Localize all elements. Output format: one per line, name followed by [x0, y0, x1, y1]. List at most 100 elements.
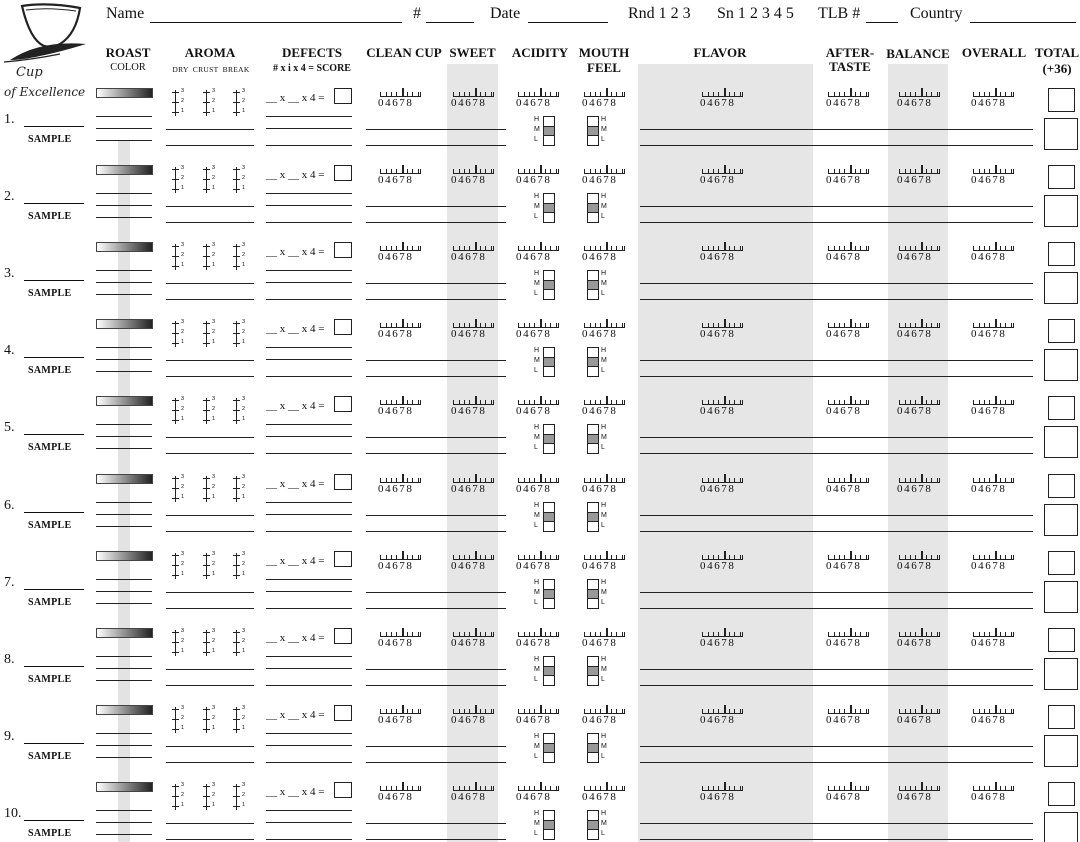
- intensity-high-cell[interactable]: [588, 580, 598, 589]
- flavor-scale[interactable]: 04678: [700, 551, 746, 573]
- acidity-intensity[interactable]: [543, 116, 555, 146]
- intensity-medium-cell[interactable]: [588, 744, 598, 753]
- intensity-medium-cell[interactable]: [588, 513, 598, 522]
- clean-cup-note-line[interactable]: [366, 283, 506, 284]
- aroma-note-line[interactable]: [166, 437, 254, 438]
- intensity-low-cell[interactable]: [544, 290, 554, 299]
- total-score-box[interactable]: [1048, 628, 1075, 652]
- sample-id-field[interactable]: [24, 434, 84, 435]
- clean-cup-note-line[interactable]: [366, 531, 506, 532]
- intensity-low-cell[interactable]: [544, 444, 554, 453]
- roast-note-line[interactable]: [96, 116, 152, 117]
- intensity-low-cell[interactable]: [588, 830, 598, 839]
- intensity-low-cell[interactable]: [544, 599, 554, 608]
- session-label[interactable]: Sn 1 2 3 4 5: [717, 5, 794, 22]
- total-score-box[interactable]: [1048, 242, 1075, 266]
- intensity-medium-cell[interactable]: [544, 435, 554, 444]
- flavor-scale[interactable]: 04678: [700, 165, 746, 187]
- flavor-note-line[interactable]: [640, 283, 1033, 284]
- clean-cup-note-line[interactable]: [366, 608, 506, 609]
- sweet-scale[interactable]: 04678: [451, 474, 497, 496]
- acidity-intensity[interactable]: [543, 270, 555, 300]
- defects-score[interactable]: __ x __ x 4 =: [266, 396, 356, 416]
- sample-id-field[interactable]: [24, 666, 84, 667]
- flavor-note-line[interactable]: [640, 206, 1033, 207]
- aroma-note-line[interactable]: [166, 592, 254, 593]
- roast-note-line[interactable]: [96, 514, 152, 515]
- overall-scale[interactable]: 04678: [971, 628, 1017, 650]
- sweet-scale[interactable]: 04678: [451, 782, 497, 804]
- acidity-scale[interactable]: 04678: [516, 782, 562, 804]
- intensity-high-cell[interactable]: [588, 657, 598, 666]
- intensity-low-cell[interactable]: [588, 290, 598, 299]
- aftertaste-scale[interactable]: 04678: [826, 782, 872, 804]
- aftertaste-scale[interactable]: 04678: [826, 165, 872, 187]
- acidity-intensity[interactable]: [543, 656, 555, 686]
- flavor-note-line[interactable]: [640, 129, 1033, 130]
- intensity-medium-cell[interactable]: [588, 204, 598, 213]
- intensity-medium-cell[interactable]: [588, 590, 598, 599]
- clean-cup-scale[interactable]: 04678: [378, 319, 424, 341]
- defects-note-line[interactable]: [266, 839, 352, 840]
- intensity-high-cell[interactable]: [588, 271, 598, 280]
- acidity-scale[interactable]: 04678: [516, 628, 562, 650]
- intensity-low-cell[interactable]: [544, 213, 554, 222]
- aftertaste-scale[interactable]: 04678: [826, 242, 872, 264]
- intensity-low-cell[interactable]: [588, 136, 598, 145]
- defects-note-line[interactable]: [266, 591, 352, 592]
- number-field[interactable]: [426, 22, 474, 23]
- roast-note-line[interactable]: [96, 680, 152, 681]
- final-score-box[interactable]: [1044, 504, 1078, 536]
- aroma-note-line[interactable]: [166, 515, 254, 516]
- mouthfeel-scale[interactable]: 04678: [582, 165, 628, 187]
- defects-score[interactable]: __ x __ x 4 =: [266, 705, 356, 725]
- acidity-intensity[interactable]: [543, 193, 555, 223]
- overall-scale[interactable]: 04678: [971, 474, 1017, 496]
- final-score-box[interactable]: [1044, 118, 1078, 150]
- acidity-intensity[interactable]: [543, 347, 555, 377]
- aroma-note-line[interactable]: [166, 129, 254, 130]
- roast-note-line[interactable]: [96, 668, 152, 669]
- intensity-high-cell[interactable]: [544, 580, 554, 589]
- acidity-scale[interactable]: 04678: [516, 319, 562, 341]
- roast-color-gradient[interactable]: [96, 396, 153, 406]
- clean-cup-scale[interactable]: 04678: [378, 782, 424, 804]
- sweet-scale[interactable]: 04678: [451, 319, 497, 341]
- overall-scale[interactable]: 04678: [971, 319, 1017, 341]
- balance-scale[interactable]: 04678: [897, 242, 943, 264]
- flavor-note-line[interactable]: [640, 746, 1033, 747]
- final-score-box[interactable]: [1044, 272, 1078, 304]
- intensity-medium-cell[interactable]: [588, 435, 598, 444]
- roast-note-line[interactable]: [96, 436, 152, 437]
- aroma-note-line[interactable]: [166, 685, 254, 686]
- intensity-high-cell[interactable]: [588, 811, 598, 820]
- flavor-note-line[interactable]: [640, 360, 1033, 361]
- final-score-box[interactable]: [1044, 581, 1078, 613]
- intensity-medium-cell[interactable]: [544, 204, 554, 213]
- flavor-note-line[interactable]: [640, 222, 1033, 223]
- acidity-intensity[interactable]: [543, 424, 555, 454]
- intensity-high-cell[interactable]: [588, 194, 598, 203]
- total-score-box[interactable]: [1048, 551, 1075, 575]
- intensity-high-cell[interactable]: [544, 194, 554, 203]
- defects-score[interactable]: __ x __ x 4 =: [266, 782, 356, 802]
- intensity-high-cell[interactable]: [588, 734, 598, 743]
- intensity-medium-cell[interactable]: [544, 281, 554, 290]
- clean-cup-scale[interactable]: 04678: [378, 396, 424, 418]
- intensity-low-cell[interactable]: [544, 830, 554, 839]
- final-score-box[interactable]: [1044, 349, 1078, 381]
- sample-id-field[interactable]: [24, 820, 84, 821]
- flavor-scale[interactable]: 04678: [700, 319, 746, 341]
- flavor-note-line[interactable]: [640, 823, 1033, 824]
- intensity-high-cell[interactable]: [588, 425, 598, 434]
